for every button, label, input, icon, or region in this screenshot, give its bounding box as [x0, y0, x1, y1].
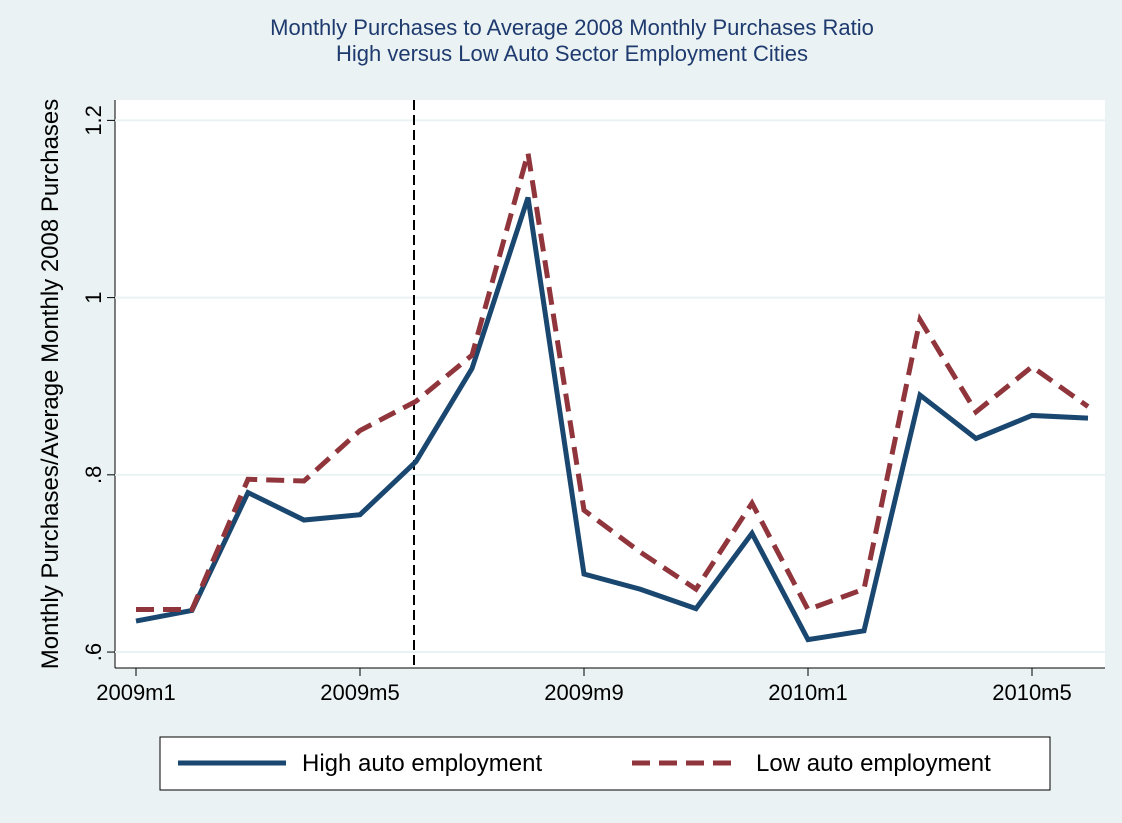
y-tick-label: .6	[81, 643, 106, 661]
x-tick-label: 2010m1	[768, 680, 848, 705]
x-tick-label: 2010m5	[992, 680, 1072, 705]
legend-label: Low auto employment	[756, 750, 991, 777]
series-line	[135, 196, 1089, 643]
x-tick-label: 2009m9	[544, 680, 624, 705]
x-tick-label: 2009m5	[320, 680, 400, 705]
y-tick-label: .8	[81, 466, 106, 484]
chart-title: Monthly Purchases to Average 2008 Monthl…	[270, 15, 874, 40]
legend	[159, 736, 1051, 791]
x-tick-label: 2009m1	[96, 680, 176, 705]
series-line	[136, 152, 1090, 613]
y-tick-label: 1	[81, 291, 106, 303]
y-axis-label: Monthly Purchases/Average Monthly 2008 P…	[37, 99, 64, 670]
legend-label: High auto employment	[302, 750, 542, 777]
plot-area	[115, 100, 1105, 668]
chart-subtitle: High versus Low Auto Sector Employment C…	[336, 41, 808, 66]
y-tick-label: 1.2	[81, 105, 106, 136]
